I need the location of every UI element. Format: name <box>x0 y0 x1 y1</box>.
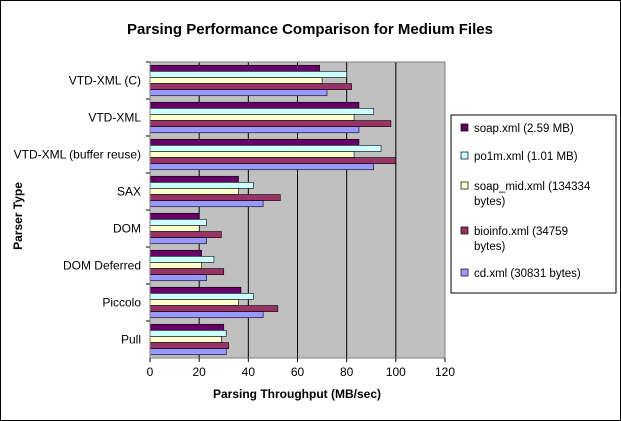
plot-area: VTD-XML (C) VTD-XML VTD-XML (buffer reuse)… <box>14 61 455 379</box>
y-tick-label: VTD-XML <box>88 111 141 125</box>
bar <box>149 231 222 238</box>
x-axis-label: Parsing Throughput (MB/sec) <box>213 387 381 401</box>
bar <box>149 330 227 337</box>
x-tick-label: 40 <box>242 365 256 379</box>
bar <box>149 268 225 275</box>
legend-label: bytes) <box>474 196 505 208</box>
bar <box>149 323 225 331</box>
bar <box>149 237 207 245</box>
bar <box>149 348 227 356</box>
legend-swatch <box>460 123 469 132</box>
bar <box>149 194 281 201</box>
bar <box>149 311 264 319</box>
legend-swatch <box>460 151 469 160</box>
y-tick-label: Pull <box>121 333 141 347</box>
bar <box>149 299 239 306</box>
bar <box>149 77 323 84</box>
bar <box>149 163 375 171</box>
legend: soap.xml (2.59 MB) po1m.xml (1.01 MB) soap… <box>450 114 617 294</box>
y-tick-label: DOM <box>113 222 141 236</box>
bar <box>149 305 279 312</box>
bar <box>149 89 328 97</box>
legend-label: soap.xml (2.59 MB) <box>474 123 574 135</box>
bar <box>149 114 355 121</box>
bar <box>149 225 200 232</box>
bar <box>149 64 320 72</box>
legend-label: soap_mid.xml (134334 <box>474 181 591 193</box>
y-tick-label: VTD-XML (C) <box>69 74 141 88</box>
y-tick-label: SAX <box>117 185 141 199</box>
x-tick-label: 20 <box>192 365 206 379</box>
bar <box>149 274 207 282</box>
bar <box>149 188 239 195</box>
bar <box>149 182 254 189</box>
x-tick-label: 60 <box>291 365 305 379</box>
bar <box>149 293 254 300</box>
legend-label: bytes) <box>474 241 505 253</box>
y-tick-label: VTD-XML (buffer reuse) <box>14 148 141 162</box>
bar <box>149 157 397 164</box>
bar <box>149 249 202 257</box>
x-tick-label: 100 <box>386 365 406 379</box>
bar <box>149 126 360 134</box>
bar <box>149 151 355 158</box>
bar <box>149 219 207 226</box>
y-tick-label: Piccolo <box>102 296 141 310</box>
legend-label: cd.xml (30831 bytes) <box>474 268 581 280</box>
x-tick-label: 80 <box>340 365 354 379</box>
legend-label: bioinfo.xml (34759 <box>474 226 568 238</box>
legend-label: po1m.xml (1.01 MB) <box>474 151 578 163</box>
bar <box>149 83 352 90</box>
bar <box>149 71 347 78</box>
bar <box>149 212 200 220</box>
x-tick-label: 0 <box>147 365 154 379</box>
x-tick-label: 120 <box>435 365 455 379</box>
bar <box>149 336 222 343</box>
legend-box <box>450 114 617 294</box>
bar <box>149 286 242 294</box>
bar <box>149 120 392 127</box>
bar <box>149 175 239 183</box>
bar <box>149 262 202 269</box>
bar <box>149 342 229 349</box>
legend-swatch <box>460 226 469 235</box>
bar <box>149 256 215 263</box>
legend-swatch <box>460 181 469 190</box>
bar <box>149 108 375 115</box>
bar <box>149 200 264 208</box>
y-tick-label: DOM Deferred <box>63 259 141 273</box>
y-axis-label: Parser Type <box>11 182 25 250</box>
bar <box>149 101 360 109</box>
bar <box>149 145 382 152</box>
bar <box>149 138 360 146</box>
chart-title: Parsing Performance Comparison for Mediu… <box>127 21 493 38</box>
legend-swatch <box>460 268 469 277</box>
